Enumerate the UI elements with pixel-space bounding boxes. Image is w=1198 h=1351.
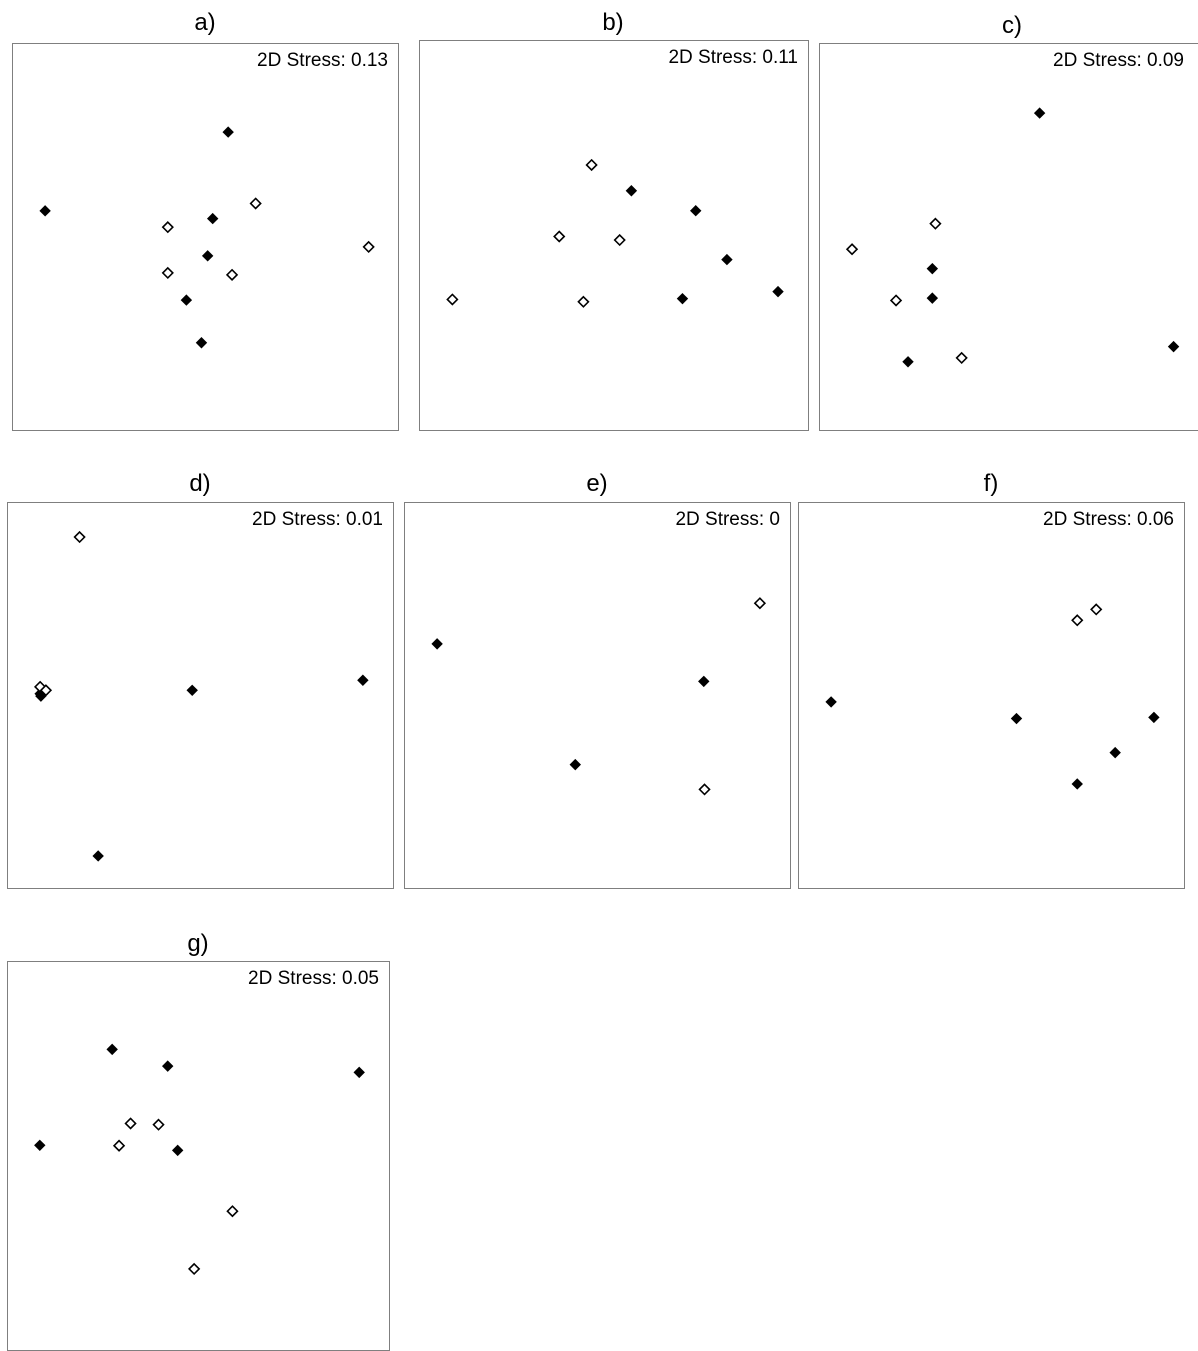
open-diamond-point (446, 293, 459, 306)
filled-diamond-point (39, 205, 51, 217)
open-diamond-point (889, 294, 903, 307)
panel-a-stress: 2D Stress: 0.13 (257, 50, 388, 71)
open-diamond-point (249, 197, 262, 210)
filled-diamond-point (1033, 107, 1046, 119)
panel-a-title: a) (194, 9, 216, 36)
panel-d-frame: 2D Stress: 0.01 (7, 502, 394, 889)
filled-diamond-point (357, 674, 369, 686)
filled-diamond-point (106, 1043, 118, 1056)
panel-g-frame: 2D Stress: 0.05 (7, 961, 390, 1351)
filled-diamond-point (698, 675, 710, 688)
open-diamond-point (613, 233, 626, 247)
panel-b-frame: 2D Stress: 0.11 (419, 40, 809, 431)
open-diamond-point (845, 243, 859, 256)
filled-diamond-point (171, 1144, 184, 1157)
open-diamond-point (929, 217, 942, 230)
open-diamond-point (161, 266, 174, 280)
open-diamond-point (698, 783, 711, 796)
panel-b-plot (446, 158, 784, 308)
filled-diamond-point (1109, 746, 1121, 759)
open-diamond-point (585, 158, 598, 172)
filled-diamond-point (34, 1139, 46, 1152)
panel-c-frame: 2D Stress: 0.09 (819, 43, 1198, 431)
filled-diamond-point (825, 696, 837, 708)
filled-diamond-point (186, 684, 198, 697)
filled-diamond-point (772, 285, 784, 298)
filled-diamond-point (1148, 711, 1160, 724)
panel-c-title: c) (1002, 12, 1022, 39)
panel-d-stress: 2D Stress: 0.01 (252, 509, 383, 530)
filled-diamond-point (162, 1060, 174, 1072)
filled-diamond-point (902, 356, 914, 368)
panel-a-plot (39, 126, 375, 349)
filled-diamond-point (926, 262, 939, 275)
panel-g-plot (34, 1043, 365, 1276)
open-diamond-point (73, 530, 86, 544)
panel-e-plot (431, 597, 767, 796)
panel-g-title: g) (187, 930, 209, 957)
filled-diamond-point (1071, 778, 1083, 790)
open-diamond-point (753, 597, 767, 610)
filled-diamond-point (353, 1066, 365, 1079)
panel-c-stress: 2D Stress: 0.09 (1053, 50, 1184, 71)
filled-diamond-point (625, 185, 638, 197)
filled-diamond-point (569, 758, 581, 771)
panel-f-stress: 2D Stress: 0.06 (1043, 509, 1174, 530)
filled-diamond-point (195, 337, 208, 349)
panel-b-title: b) (602, 9, 624, 36)
open-diamond-point (362, 240, 375, 254)
filled-diamond-point (222, 126, 234, 138)
open-diamond-point (124, 1117, 137, 1130)
open-diamond-point (577, 295, 590, 308)
open-diamond-point (225, 268, 239, 281)
panel-f-plot (825, 603, 1160, 790)
open-diamond-point (226, 1205, 239, 1218)
panel-b-stress: 2D Stress: 0.11 (668, 47, 798, 68)
filled-diamond-point (201, 250, 214, 262)
open-diamond-point (1090, 603, 1103, 616)
panel-d-plot (33, 530, 369, 862)
filled-diamond-point (431, 638, 443, 650)
filled-diamond-point (690, 204, 702, 217)
panel-c-plot (845, 107, 1180, 368)
panel-e-title: e) (586, 470, 608, 497)
filled-diamond-point (721, 253, 733, 266)
open-diamond-point (39, 684, 53, 697)
open-diamond-point (161, 221, 174, 234)
filled-diamond-point (206, 212, 219, 225)
filled-diamond-point (1010, 712, 1023, 725)
filled-diamond-point (1167, 340, 1180, 353)
filled-diamond-point (180, 294, 193, 306)
filled-diamond-point (926, 292, 939, 304)
panel-g-stress: 2D Stress: 0.05 (248, 968, 379, 989)
filled-diamond-point (676, 292, 689, 305)
open-diamond-point (1071, 614, 1084, 627)
panel-e-stress: 2D Stress: 0 (675, 509, 780, 530)
open-diamond-point (553, 230, 566, 243)
open-diamond-point (152, 1118, 165, 1131)
filled-diamond-point (92, 850, 104, 862)
panel-a-frame: 2D Stress: 0.13 (12, 43, 399, 431)
open-diamond-point (955, 351, 968, 365)
panel-f-frame: 2D Stress: 0.06 (798, 502, 1185, 889)
panel-e-frame: 2D Stress: 0 (404, 502, 791, 889)
panel-f-title: f) (983, 470, 999, 497)
open-diamond-point (188, 1262, 201, 1276)
panel-d-title: d) (189, 470, 211, 497)
open-diamond-point (112, 1139, 126, 1152)
